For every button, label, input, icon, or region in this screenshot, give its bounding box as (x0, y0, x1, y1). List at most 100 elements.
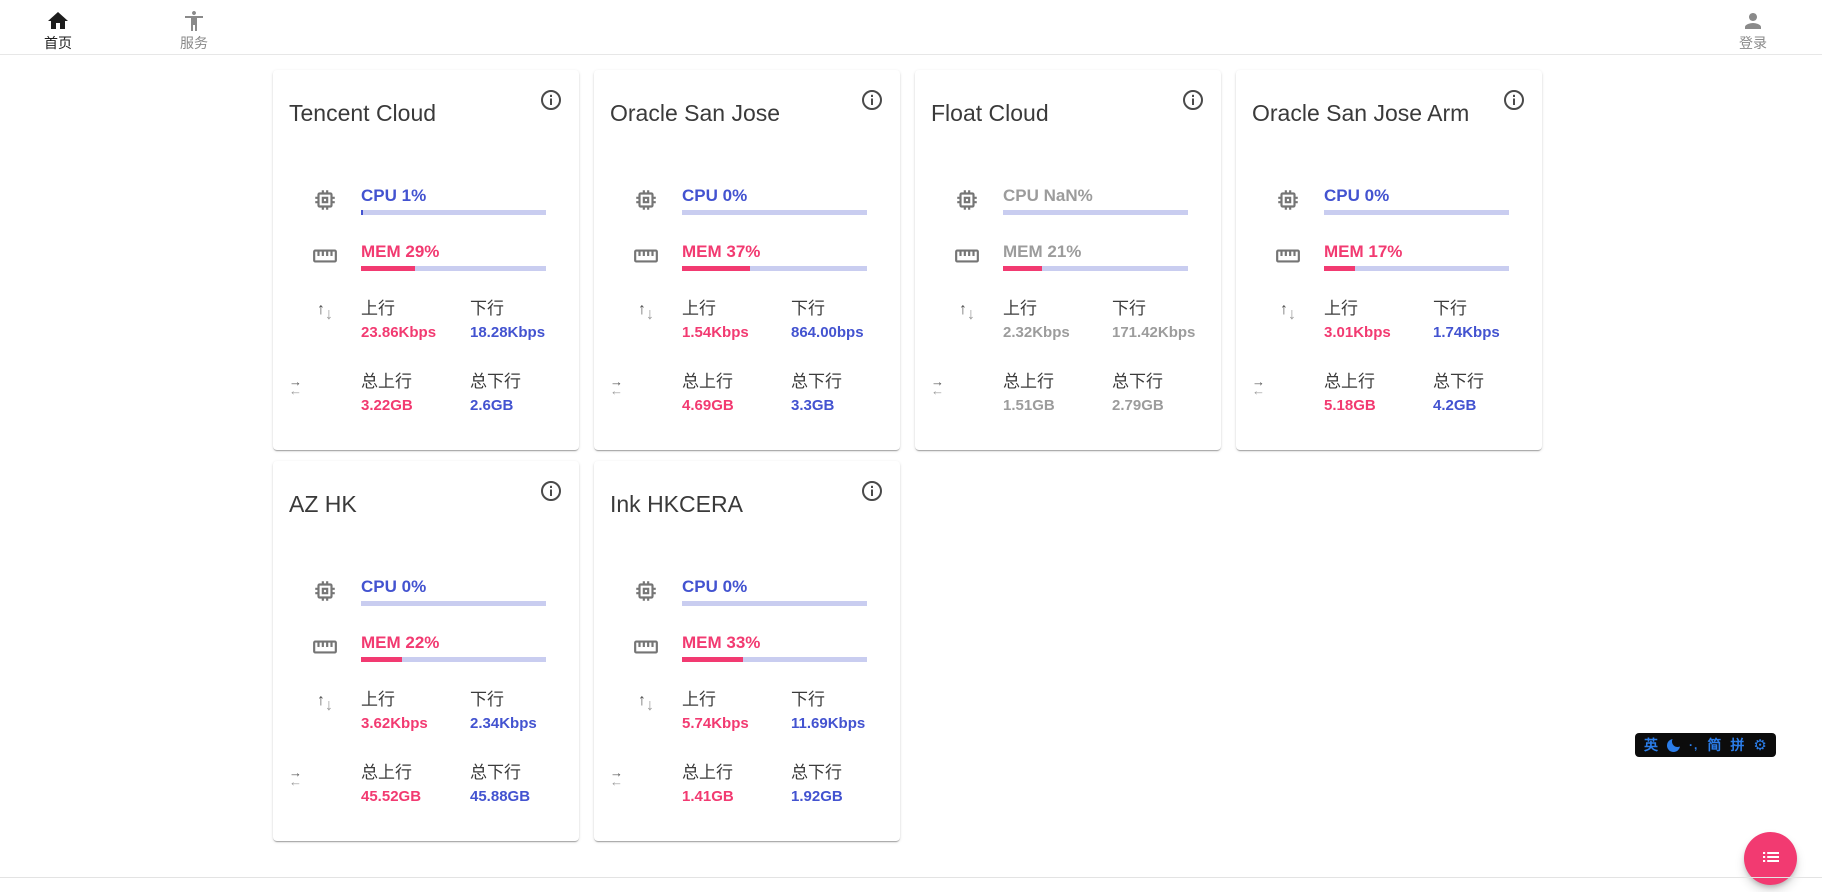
total-download-label: 总下行 (470, 372, 521, 391)
download-speed-value: 171.42Kbps (1112, 324, 1196, 341)
mem-progress-fill (682, 266, 751, 271)
cpu-row: CPU 0% (289, 577, 563, 606)
server-card: Tencent Cloud CPU 1% (273, 70, 579, 450)
total-upload-value: 1.41GB (682, 788, 734, 805)
upload-speed-value: 5.74Kbps (682, 715, 749, 732)
total-upload-block: 总上行 1.41GB (682, 762, 791, 806)
mem-usage-text: MEM 29% (361, 242, 440, 261)
total-upload-block: 总上行 3.22GB (361, 371, 470, 415)
mem-row: MEM 33% (610, 633, 884, 662)
total-download-label: 总下行 (470, 763, 521, 782)
ime-pinyin-indicator[interactable]: 拼 (1730, 737, 1745, 753)
speed-row: ↑ ↓ 上行 3.62Kbps 下行 2.34Kbps (289, 689, 563, 733)
total-upload-label: 总上行 (682, 372, 733, 391)
mem-progress-bar (1324, 266, 1509, 271)
server-list-fab[interactable] (1744, 832, 1797, 885)
mem-progress-bar (682, 266, 867, 271)
mem-progress-bar (361, 266, 546, 271)
upload-label: 上行 (682, 690, 716, 709)
card-header: Float Cloud (931, 86, 1205, 128)
mem-progress-fill (361, 266, 415, 271)
mem-row: MEM 29% (289, 242, 563, 271)
card-header: Oracle San Jose (610, 86, 884, 128)
info-icon[interactable] (539, 88, 563, 112)
download-speed-block: 下行 11.69Kbps (791, 689, 865, 733)
total-download-label: 总下行 (791, 763, 842, 782)
download-speed-block: 下行 864.00bps (791, 298, 864, 342)
info-icon[interactable] (1502, 88, 1526, 112)
info-icon[interactable] (539, 479, 563, 503)
upload-speed-block: 上行 2.32Kbps (1003, 298, 1112, 342)
cpu-progress-bar (1003, 210, 1188, 215)
total-upload-value: 45.52GB (361, 788, 422, 805)
person-icon (1741, 9, 1765, 33)
download-label: 下行 (1112, 299, 1146, 318)
mem-usage-text: MEM 22% (361, 633, 440, 652)
total-download-block: 总下行 3.3GB (791, 371, 842, 415)
download-speed-block: 下行 2.34Kbps (470, 689, 537, 733)
cpu-chip-icon (289, 186, 361, 213)
total-download-block: 总下行 2.79GB (1112, 371, 1164, 415)
card-header: Tencent Cloud (289, 86, 563, 128)
cpu-progress-bar (361, 210, 546, 215)
mem-progress-bar (361, 657, 546, 662)
mem-progress-fill (361, 657, 402, 662)
up-down-arrows-icon: ↑ ↓ (317, 692, 333, 714)
upload-speed-block: 上行 1.54Kbps (682, 298, 791, 342)
info-icon[interactable] (1181, 88, 1205, 112)
total-download-value: 1.92GB (791, 788, 843, 805)
total-upload-block: 总上行 45.52GB (361, 762, 470, 806)
services-icon (182, 9, 206, 33)
mem-progress-fill (1003, 266, 1042, 271)
download-speed-value: 864.00bps (791, 324, 864, 341)
server-stats: CPU 1% MEM 29% ↑ ↓ (289, 186, 563, 415)
cpu-chip-icon (931, 186, 1003, 213)
speed-row: ↑ ↓ 上行 3.01Kbps 下行 1.74Kbps (1252, 298, 1526, 342)
total-upload-label: 总上行 (361, 372, 412, 391)
cpu-progress-bar (1324, 210, 1509, 215)
server-name: Float Cloud (931, 100, 1049, 126)
mem-row: MEM 21% (931, 242, 1205, 271)
cpu-row: CPU 0% (1252, 186, 1526, 215)
cpu-row: CPU NaN% (931, 186, 1205, 215)
swap-horizontal-icon: → ← (1252, 374, 1265, 398)
upload-speed-value: 3.01Kbps (1324, 324, 1391, 341)
nav-item-home[interactable]: 首页 (29, 4, 87, 51)
top-navigation: 首页 服务 登录 (0, 0, 1822, 55)
ime-simplified-indicator[interactable]: 简 (1707, 737, 1722, 753)
cpu-progress-bar (361, 601, 546, 606)
info-icon[interactable] (860, 479, 884, 503)
total-upload-value: 4.69GB (682, 397, 734, 414)
ime-gear-icon[interactable]: ⚙ (1753, 737, 1767, 754)
total-download-block: 总下行 4.2GB (1433, 371, 1484, 415)
server-name: AZ HK (289, 491, 357, 517)
cpu-progress-bar (682, 210, 867, 215)
server-card: Oracle San Jose Arm CPU 0% (1236, 70, 1542, 450)
ime-punctuation-indicator[interactable]: ·, (1689, 738, 1699, 752)
nav-item-login[interactable]: 登录 (1724, 4, 1782, 51)
mem-usage-text: MEM 37% (682, 242, 761, 261)
mem-usage-text: MEM 21% (1003, 242, 1082, 261)
speed-row: ↑ ↓ 上行 5.74Kbps 下行 11.69Kbps (610, 689, 884, 733)
ime-language-indicator[interactable]: 英 (1644, 737, 1658, 753)
card-header: Ink HKCERA (610, 477, 884, 519)
total-download-value: 2.79GB (1112, 397, 1164, 414)
speed-row: ↑ ↓ 上行 1.54Kbps 下行 864.00bps (610, 298, 884, 342)
total-upload-block: 总上行 4.69GB (682, 371, 791, 415)
mem-progress-bar (1003, 266, 1188, 271)
server-card: Oracle San Jose CPU 0% (594, 70, 900, 450)
download-label: 下行 (470, 299, 504, 318)
footer-divider (0, 877, 1822, 878)
info-icon[interactable] (860, 88, 884, 112)
server-stats: CPU 0% MEM 17% ↑ ↓ (1252, 186, 1526, 415)
upload-speed-block: 上行 3.01Kbps (1324, 298, 1433, 342)
ime-moon-icon[interactable] (1667, 735, 1683, 752)
home-icon (46, 9, 70, 33)
cpu-row: CPU 0% (610, 577, 884, 606)
download-speed-block: 下行 18.28Kbps (470, 298, 545, 342)
total-download-value: 45.88GB (470, 788, 531, 805)
nav-item-services[interactable]: 服务 (165, 4, 223, 51)
nav-home-label: 首页 (44, 34, 72, 51)
upload-speed-value: 23.86Kbps (361, 324, 437, 341)
mem-row: MEM 37% (610, 242, 884, 271)
